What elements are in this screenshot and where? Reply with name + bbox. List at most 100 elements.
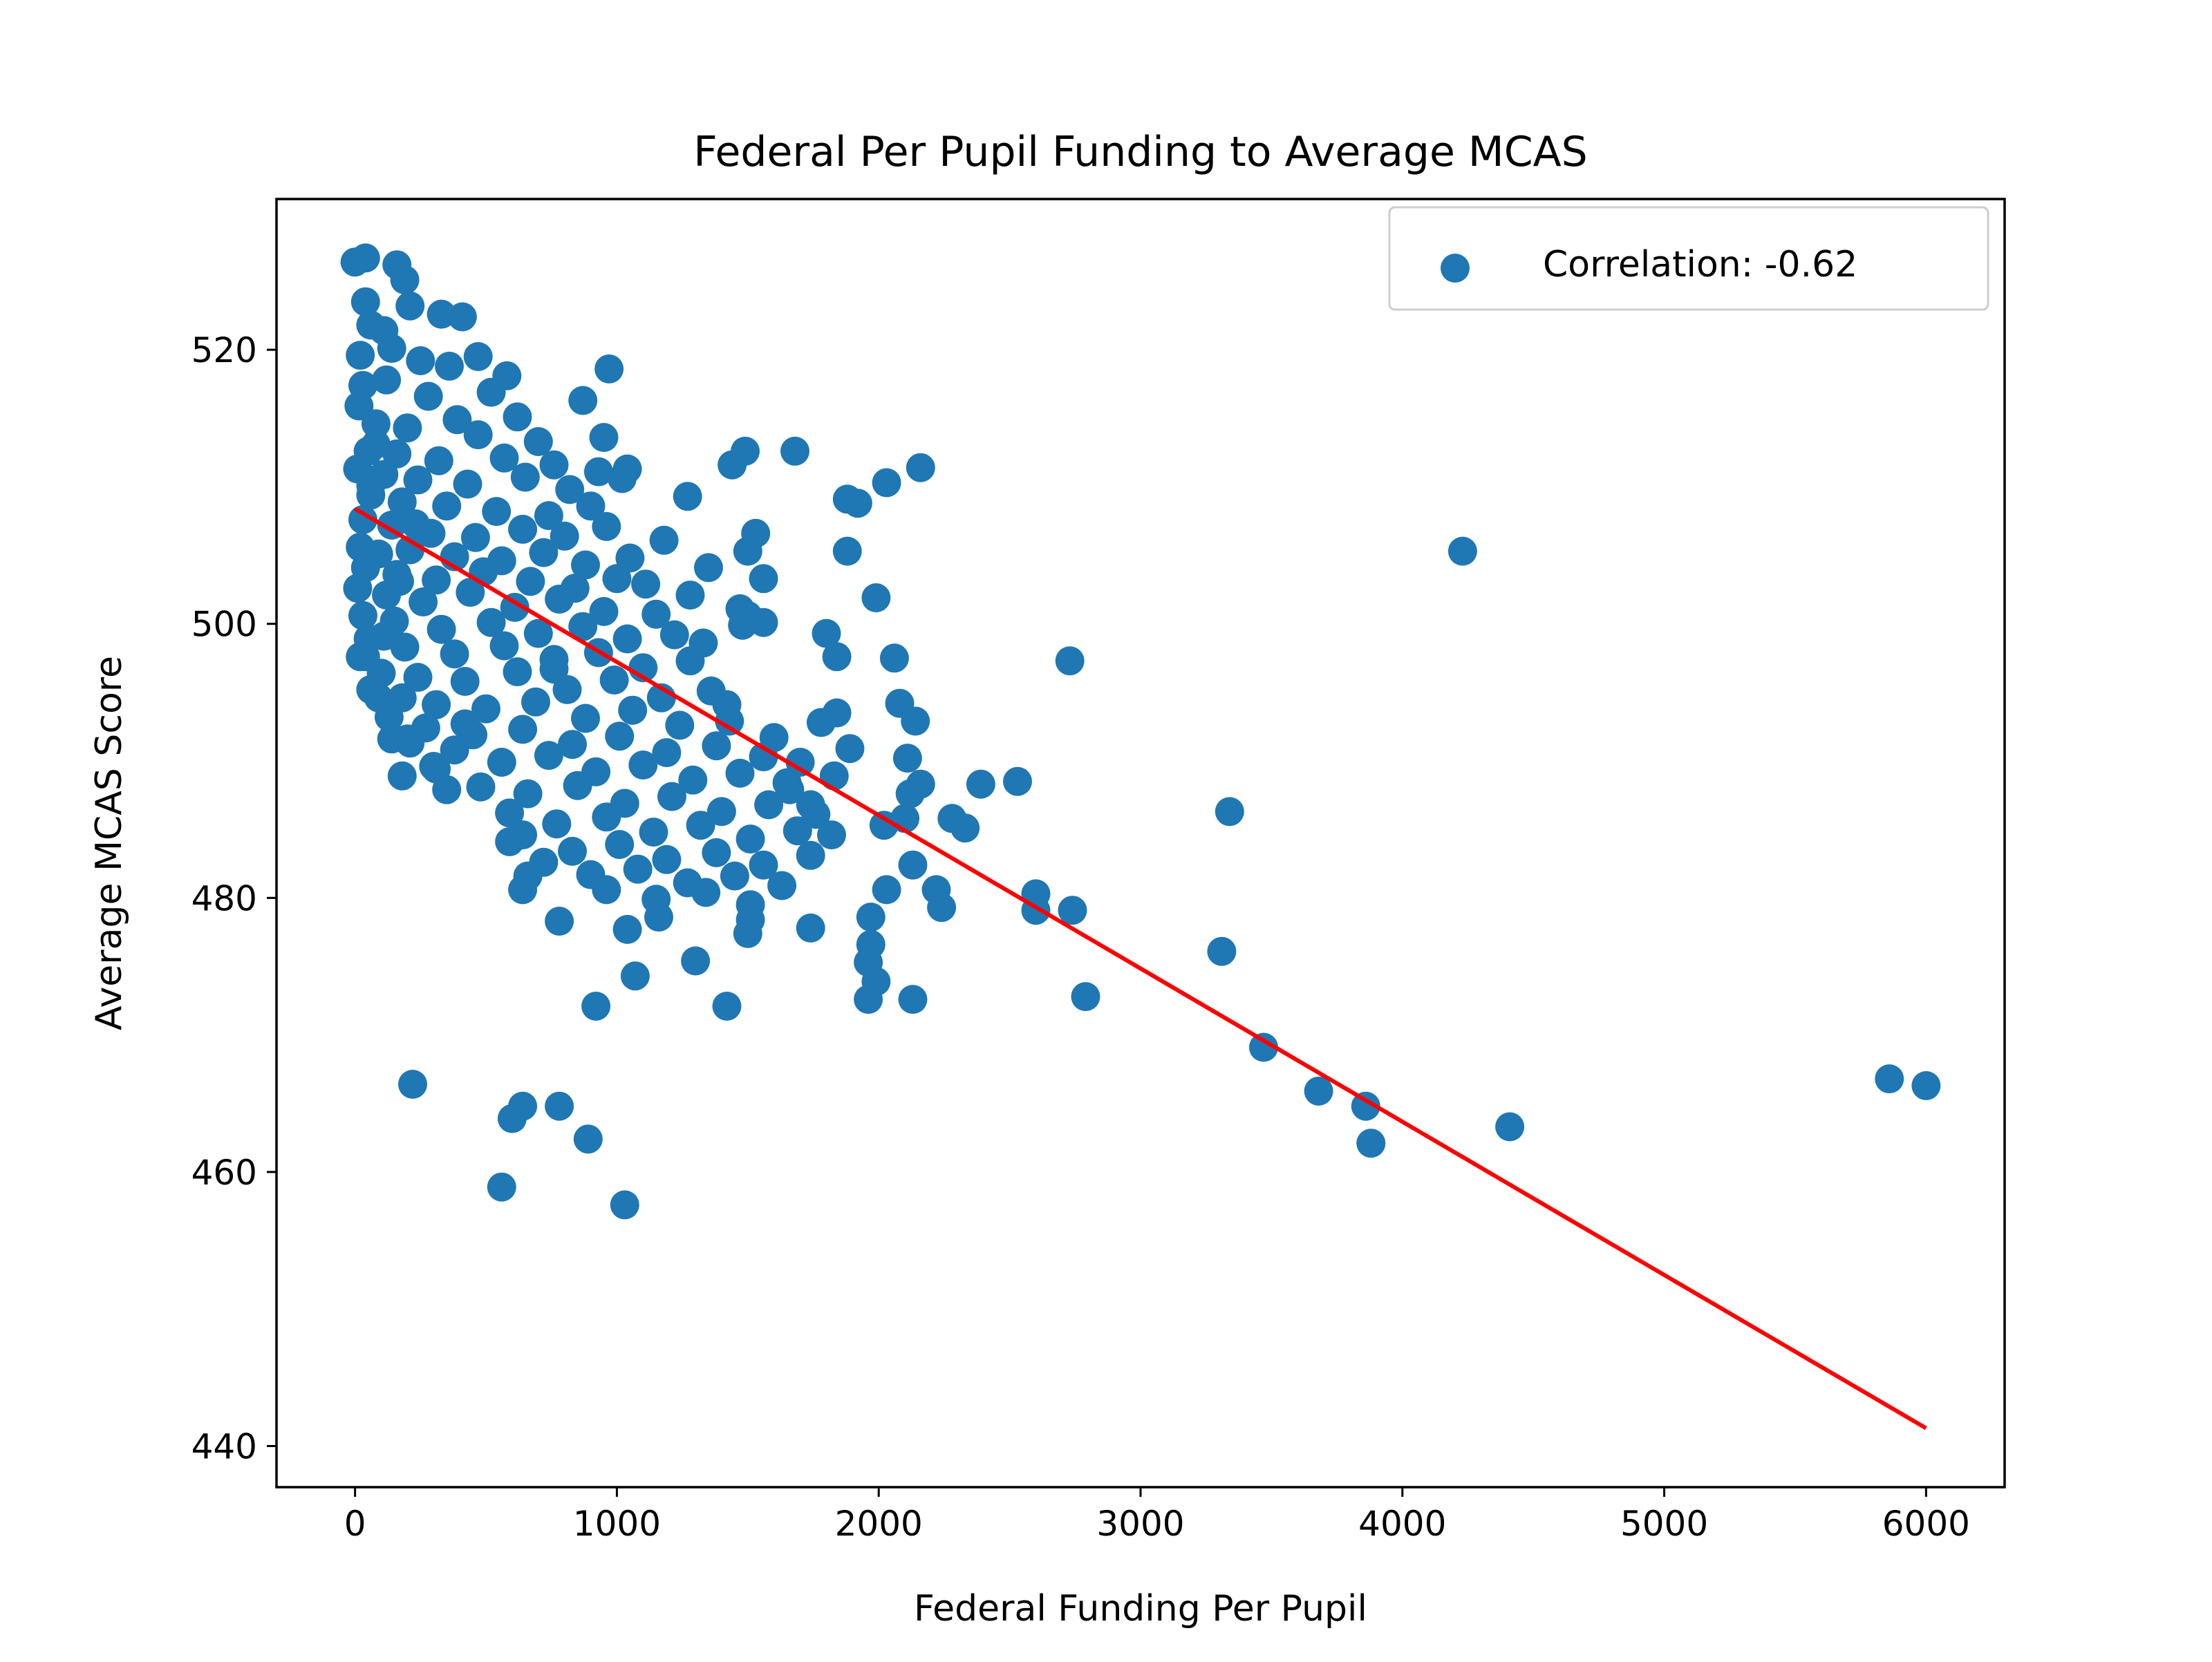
scatter-point xyxy=(856,903,885,932)
scatter-point xyxy=(623,854,653,884)
scatter-point xyxy=(1495,1112,1525,1142)
scatter-point xyxy=(534,741,563,771)
scatter-point xyxy=(691,878,721,907)
scatter-point xyxy=(966,769,995,799)
scatter-point xyxy=(463,342,493,371)
scatter-point xyxy=(571,550,600,580)
scatter-point xyxy=(361,409,391,439)
scatter-point xyxy=(759,723,789,753)
scatter-point xyxy=(731,436,760,466)
scatter-point xyxy=(657,782,686,811)
scatter-point xyxy=(906,453,935,482)
scatter-point xyxy=(895,779,925,809)
scatter-point xyxy=(843,489,872,518)
scatter-point xyxy=(592,802,621,832)
scatter-point xyxy=(725,758,755,788)
scatter-point xyxy=(605,721,635,751)
scatter-point xyxy=(681,946,711,976)
x-tick-label: 0 xyxy=(344,1504,366,1544)
x-tick-label: 3000 xyxy=(1096,1504,1184,1544)
scatter-point xyxy=(495,798,525,828)
scatter-point xyxy=(542,809,572,839)
scatter-point xyxy=(694,553,723,583)
scatter-point xyxy=(466,772,496,802)
scatter-point xyxy=(592,511,621,541)
trend-line xyxy=(354,507,1927,1430)
y-axis-label: Average MCAS Score xyxy=(88,656,130,1030)
scatter-point xyxy=(702,838,731,867)
scatter-point xyxy=(686,811,715,840)
chart-title: Federal Per Pupil Funding to Average MCA… xyxy=(693,128,1587,176)
scatter-point xyxy=(819,761,849,791)
scatter-point xyxy=(387,487,417,517)
x-axis-label: Federal Funding Per Pupil xyxy=(914,1588,1367,1630)
y-tick-label: 440 xyxy=(191,1427,257,1467)
scatter-point xyxy=(649,525,679,555)
scatter-point xyxy=(442,405,472,435)
scatter-point xyxy=(403,663,433,692)
scatter-point xyxy=(950,813,980,843)
scatter-point xyxy=(413,381,443,411)
scatter-point xyxy=(594,354,624,384)
scatter-point xyxy=(812,618,841,648)
scatter-point xyxy=(733,536,762,566)
scatter-point xyxy=(589,423,619,452)
scatter-point xyxy=(754,790,784,820)
scatter-point xyxy=(427,614,456,644)
scatter-point xyxy=(440,735,469,765)
scatter-point xyxy=(422,565,451,595)
scatter-point xyxy=(393,413,422,443)
scatter-point xyxy=(390,265,420,294)
legend-label: Correlation: -0.62 xyxy=(1543,244,1857,285)
scatter-point xyxy=(508,715,538,744)
scatter-point xyxy=(377,724,406,754)
scatter-point xyxy=(409,587,438,616)
scatter-point xyxy=(712,690,742,719)
scatter-point xyxy=(482,497,512,527)
scatter-point xyxy=(460,522,490,552)
scatter-point xyxy=(688,628,718,658)
scatter-point xyxy=(372,365,402,395)
scatter-point xyxy=(1215,797,1244,827)
y-tick-label: 520 xyxy=(191,330,257,370)
scatter-point xyxy=(678,765,708,795)
x-tick-label: 6000 xyxy=(1882,1504,1970,1544)
scatter-point xyxy=(573,1124,603,1154)
scatter-point xyxy=(592,875,621,905)
scatter-point xyxy=(450,667,480,696)
scatter-point xyxy=(673,482,702,511)
scatter-point xyxy=(558,836,587,866)
scatter-point xyxy=(432,775,462,804)
x-tick-label: 5000 xyxy=(1620,1504,1708,1544)
scatter-point xyxy=(529,538,559,567)
scatter-point xyxy=(628,750,658,780)
y-tick-label: 460 xyxy=(191,1153,257,1193)
scatter-point xyxy=(539,654,569,684)
scatter-point xyxy=(513,779,543,809)
scatter-point xyxy=(785,748,815,777)
scatter-point xyxy=(419,752,449,781)
scatter-point xyxy=(432,491,462,521)
scatter-point xyxy=(712,992,742,1021)
scatter-point xyxy=(796,840,825,870)
scatter-point xyxy=(516,567,545,596)
scatter-point xyxy=(555,475,585,504)
scatter-point xyxy=(568,386,598,415)
scatter-point xyxy=(892,744,922,773)
scatter-point xyxy=(456,578,485,607)
scatter-point xyxy=(545,907,574,936)
scatter-point xyxy=(927,893,957,923)
scatter-point xyxy=(796,913,825,943)
scatter-point xyxy=(644,903,673,932)
scatter-point xyxy=(861,583,891,612)
scatter-point xyxy=(749,564,778,594)
scatter-point xyxy=(835,734,865,764)
scatter-point xyxy=(615,543,645,573)
scatter-point xyxy=(545,585,574,614)
scatter-point xyxy=(545,1091,574,1121)
scatter-point xyxy=(510,462,540,492)
scatter-point xyxy=(440,639,469,669)
scatter-point xyxy=(346,341,375,370)
scatter-point xyxy=(706,797,736,827)
scatter-point xyxy=(489,631,519,661)
